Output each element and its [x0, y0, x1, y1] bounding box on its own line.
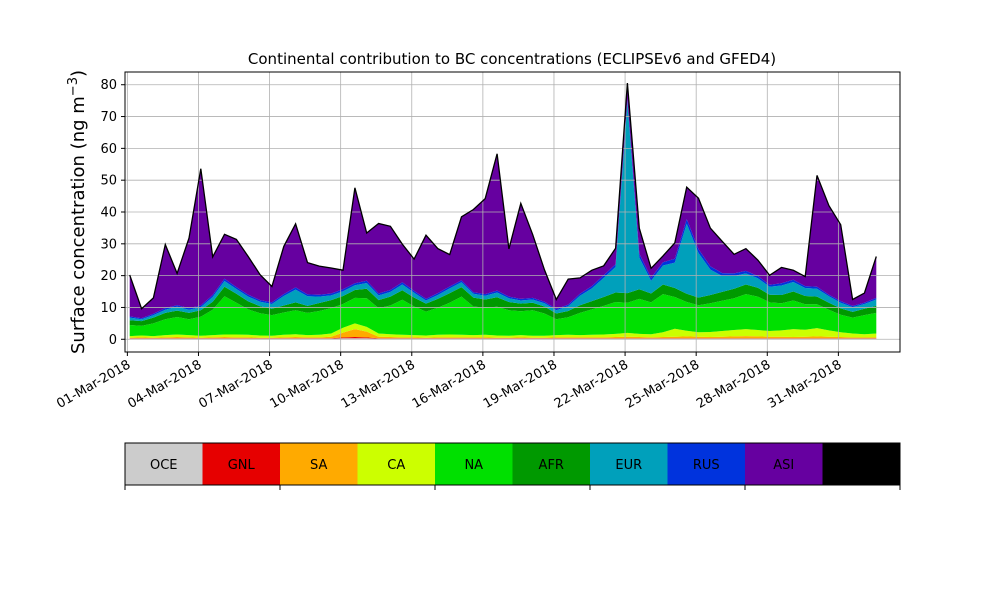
area-eur: [129, 102, 877, 322]
area-gnl: [129, 337, 877, 339]
legend-colorbar: OCE GNL SA CA NA AFR EUR RUS ASI AUS: [124, 442, 901, 490]
chart-title: Continental contribution to BC concentra…: [248, 50, 776, 68]
legend-swatch-na: [435, 443, 513, 485]
total-line-group: [129, 83, 877, 310]
x-tick-label: 07-Mar-2018: [196, 357, 275, 411]
legend-label-sa: SA: [310, 458, 327, 473]
y-tick-label: 80: [100, 78, 117, 93]
legend-frame: [124, 442, 901, 486]
stacked-areas: [129, 83, 877, 340]
legend-swatch-gnl: [202, 443, 280, 485]
x-axis: 01-Mar-201804-Mar-201807-Mar-201810-Mar-…: [54, 352, 844, 412]
x-tick-label: 10-Mar-2018: [268, 357, 347, 411]
legend-swatch-aus: [822, 443, 900, 485]
legend-label-asi: ASI: [773, 458, 794, 473]
y-axis-label-close: ): [68, 70, 89, 77]
legend-swatch-rus: [667, 443, 745, 485]
legend-swatch-eur: [590, 443, 668, 485]
x-tick-label: 01-Mar-2018: [54, 357, 133, 411]
y-tick-label: 20: [100, 269, 117, 284]
gridlines: [125, 72, 900, 352]
y-tick-label: 10: [100, 301, 117, 316]
legend-label-afr: AFR: [539, 458, 564, 473]
y-tick-label: 40: [100, 206, 117, 221]
area-asi: [129, 83, 877, 319]
legend-label-gnl: GNL: [228, 458, 256, 473]
y-axis: 0 10 20 30 40 50 60 70 80: [100, 78, 125, 348]
x-tick-label: 13-Mar-2018: [339, 357, 418, 411]
y-axis-label: Surface concentration (ng m−3): [66, 70, 89, 354]
legend-label-oce: OCE: [150, 458, 178, 473]
legend-swatch-oce: [125, 443, 203, 485]
area-ca: [129, 323, 877, 338]
x-tick-label: 22-Mar-2018: [552, 357, 631, 411]
y-tick-label: 70: [100, 110, 117, 125]
x-tick-label: 31-Mar-2018: [765, 357, 844, 411]
legend-label-ca: CA: [387, 458, 405, 473]
y-axis-label-exponent: −3: [66, 77, 81, 96]
legend-swatch-afr: [512, 443, 590, 485]
area-afr: [129, 284, 877, 326]
legend-swatch-ca: [357, 443, 435, 485]
legend-label-aus: AUS: [848, 458, 875, 473]
x-tick-label: 16-Mar-2018: [410, 357, 489, 411]
x-tick-label: 28-Mar-2018: [694, 357, 773, 411]
area-sa: [129, 329, 877, 339]
legend-swatch-sa: [280, 443, 358, 485]
area-na: [129, 294, 877, 337]
legend-label-eur: EUR: [615, 458, 642, 473]
x-tick-label: 19-Mar-2018: [481, 357, 560, 411]
y-tick-label: 60: [100, 142, 117, 157]
y-tick-label: 0: [109, 333, 117, 348]
x-tick-label: 04-Mar-2018: [125, 357, 204, 411]
y-axis-label-main: Surface concentration (ng m: [68, 96, 89, 354]
total-concentration-line: [129, 83, 877, 310]
y-tick-label: 30: [100, 237, 117, 252]
legend-swatch-asi: [745, 443, 823, 485]
y-tick-label: 50: [100, 174, 117, 189]
legend-label-na: NA: [464, 458, 483, 473]
legend-label-rus: RUS: [693, 458, 720, 473]
x-tick-label: 25-Mar-2018: [623, 357, 702, 411]
